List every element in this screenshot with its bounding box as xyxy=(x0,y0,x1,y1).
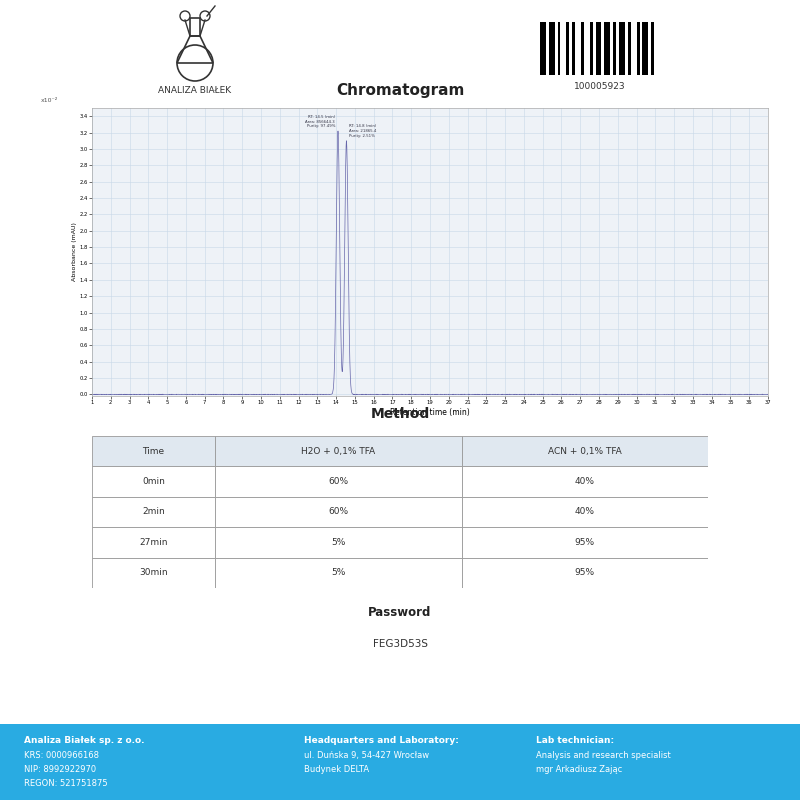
Bar xyxy=(549,22,554,75)
Bar xyxy=(637,22,639,75)
Text: Budynek DELTA: Budynek DELTA xyxy=(304,765,369,774)
Bar xyxy=(92,497,215,527)
Bar xyxy=(462,558,708,588)
Text: 40%: 40% xyxy=(574,507,594,517)
Text: FEG3D53S: FEG3D53S xyxy=(373,639,427,649)
Text: 5%: 5% xyxy=(331,538,346,547)
Text: Time: Time xyxy=(142,446,165,456)
Text: 5%: 5% xyxy=(331,568,346,578)
Bar xyxy=(215,466,462,497)
Bar xyxy=(642,22,648,75)
Bar xyxy=(462,527,708,558)
Bar xyxy=(92,436,215,466)
Bar xyxy=(628,22,630,75)
Text: Password: Password xyxy=(368,606,432,618)
Text: ANALIZA BIAŁEK: ANALIZA BIAŁEK xyxy=(158,86,231,95)
Text: Headquarters and Laboratory:: Headquarters and Laboratory: xyxy=(304,736,459,745)
Text: Lab technician:: Lab technician: xyxy=(536,736,614,745)
Text: H2O + 0,1% TFA: H2O + 0,1% TFA xyxy=(302,446,375,456)
Bar xyxy=(215,527,462,558)
Bar xyxy=(540,22,546,75)
Bar xyxy=(462,466,708,497)
Bar xyxy=(566,22,570,75)
Bar xyxy=(462,497,708,527)
Text: 95%: 95% xyxy=(574,538,595,547)
Text: Method: Method xyxy=(370,407,430,421)
Bar xyxy=(596,22,602,75)
Bar xyxy=(604,22,610,75)
Text: RT: 14.5 (min)
Area: 856644.3
Purity: 97.49%: RT: 14.5 (min) Area: 856644.3 Purity: 97… xyxy=(306,114,335,129)
Text: ACN + 0,1% TFA: ACN + 0,1% TFA xyxy=(548,446,622,456)
Bar xyxy=(572,22,575,75)
Bar xyxy=(558,22,561,75)
Bar xyxy=(92,466,215,497)
Text: RT: 14.8 (min)
Area: 21865.4
Purity: 2.51%: RT: 14.8 (min) Area: 21865.4 Purity: 2.5… xyxy=(350,125,377,138)
Text: ul. Duńska 9, 54-427 Wrocław: ul. Duńska 9, 54-427 Wrocław xyxy=(304,750,429,760)
Bar xyxy=(215,436,462,466)
Bar xyxy=(190,18,200,36)
Text: 27min: 27min xyxy=(139,538,168,547)
Bar xyxy=(581,22,584,75)
Bar xyxy=(613,22,616,75)
Text: 60%: 60% xyxy=(328,477,349,486)
Bar xyxy=(619,22,625,75)
Text: 0min: 0min xyxy=(142,477,165,486)
Bar xyxy=(462,436,708,466)
Text: Chromatogram: Chromatogram xyxy=(336,83,464,98)
Text: 2min: 2min xyxy=(142,507,165,517)
Bar xyxy=(92,527,215,558)
Bar xyxy=(651,22,654,75)
Text: 60%: 60% xyxy=(328,507,349,517)
Text: 30min: 30min xyxy=(139,568,168,578)
Text: Analysis and research specialist: Analysis and research specialist xyxy=(536,750,670,760)
Text: 95%: 95% xyxy=(574,568,595,578)
Bar xyxy=(590,22,593,75)
Text: Analiza Białek sp. z o.o.: Analiza Białek sp. z o.o. xyxy=(24,736,145,745)
Text: KRS: 0000966168: KRS: 0000966168 xyxy=(24,750,99,760)
Text: 100005923: 100005923 xyxy=(574,82,626,91)
Text: NIP: 8992922970: NIP: 8992922970 xyxy=(24,765,96,774)
Bar xyxy=(92,558,215,588)
Text: x10⁻²: x10⁻² xyxy=(42,98,58,103)
Text: mgr Arkadiusz Zając: mgr Arkadiusz Zając xyxy=(536,765,622,774)
X-axis label: Retention time (min): Retention time (min) xyxy=(390,408,470,417)
Bar xyxy=(215,497,462,527)
Y-axis label: Absorbance (mAU): Absorbance (mAU) xyxy=(72,222,77,282)
Bar xyxy=(215,558,462,588)
Text: REGON: 521751875: REGON: 521751875 xyxy=(24,779,108,789)
Text: 40%: 40% xyxy=(574,477,594,486)
